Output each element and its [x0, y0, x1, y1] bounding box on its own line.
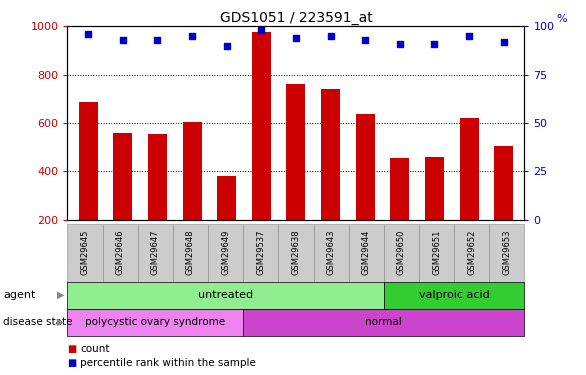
Bar [287, 84, 305, 220]
Point [395, 40, 404, 46]
Text: GSM29651: GSM29651 [432, 230, 441, 275]
Text: normal: normal [366, 317, 402, 327]
Text: %: % [557, 14, 567, 24]
Point [464, 33, 473, 39]
Point [188, 33, 197, 39]
Text: GSM29645: GSM29645 [80, 230, 90, 275]
Point [153, 37, 162, 43]
Bar [356, 114, 374, 220]
Bar [494, 146, 513, 220]
Text: count: count [80, 344, 110, 354]
Point [326, 33, 335, 39]
Text: GSM29649: GSM29649 [221, 230, 230, 275]
Text: GSM29646: GSM29646 [115, 230, 125, 275]
Text: ▶: ▶ [57, 317, 64, 327]
Text: GSM29652: GSM29652 [467, 230, 476, 275]
Text: GSM29537: GSM29537 [256, 230, 265, 275]
Text: ■: ■ [67, 358, 77, 368]
Bar [459, 118, 479, 220]
Point [83, 31, 93, 37]
Bar [113, 133, 132, 220]
Title: GDS1051 / 223591_at: GDS1051 / 223591_at [220, 11, 372, 25]
Text: GSM29647: GSM29647 [151, 230, 160, 275]
Text: polycystic ovary syndrome: polycystic ovary syndrome [85, 317, 226, 327]
Point [222, 43, 231, 49]
Text: ■: ■ [67, 344, 77, 354]
Bar [79, 102, 98, 220]
Point [430, 40, 439, 46]
Text: GSM29653: GSM29653 [502, 230, 512, 275]
Bar [321, 88, 340, 220]
Point [499, 39, 509, 45]
Point [360, 37, 370, 43]
Bar [148, 134, 167, 220]
Bar [182, 122, 202, 220]
Text: GSM29644: GSM29644 [362, 230, 371, 275]
Point [118, 37, 128, 43]
Text: percentile rank within the sample: percentile rank within the sample [80, 358, 256, 368]
Text: GSM29648: GSM29648 [186, 230, 195, 275]
Bar [425, 158, 444, 220]
Bar [217, 176, 236, 220]
Bar [252, 32, 271, 220]
Text: GSM29638: GSM29638 [291, 230, 301, 275]
Text: GSM29643: GSM29643 [326, 230, 336, 275]
Text: ▶: ▶ [57, 290, 64, 300]
Bar [390, 158, 410, 220]
Text: disease state: disease state [3, 317, 73, 327]
Text: GSM29650: GSM29650 [397, 230, 406, 275]
Point [257, 27, 266, 33]
Text: agent: agent [3, 290, 35, 300]
Text: valproic acid: valproic acid [419, 290, 489, 300]
Point [291, 35, 301, 41]
Text: untreated: untreated [198, 290, 253, 300]
